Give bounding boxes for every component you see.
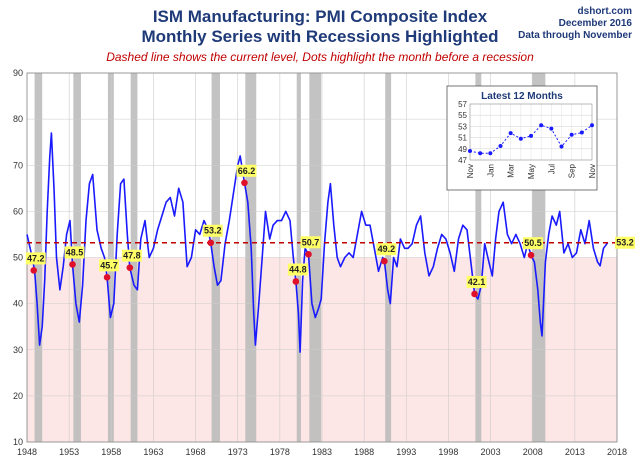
x-tick-label: 1983 [312, 447, 332, 457]
inset-x-tick-label: Mar [507, 164, 516, 178]
y-tick-label: 50 [13, 253, 23, 263]
x-tick-label: 2013 [565, 447, 585, 457]
inset-point [488, 151, 493, 156]
recession-label: 49.2 [378, 244, 396, 254]
x-tick-label: 1988 [354, 447, 374, 457]
recession-label-bg [466, 275, 487, 288]
recession-label-bg [287, 263, 308, 276]
recession-label-bg [376, 243, 397, 256]
recession-label: 50.5 [524, 238, 542, 248]
data-note-label: Data through November [518, 30, 632, 41]
inset-y-tick-label: 47 [458, 156, 467, 165]
inset-y-tick-label: 53 [458, 122, 467, 131]
recession-label-bg [121, 249, 142, 262]
x-tick-label: 1948 [17, 447, 37, 457]
inset-x-tick-label: Jul [547, 164, 556, 174]
inset-point [508, 131, 513, 136]
recession-dot [527, 251, 535, 259]
y-tick-label: 90 [13, 68, 23, 78]
x-tick-label: 1993 [396, 447, 416, 457]
recession-label: 45.7 [100, 260, 118, 270]
x-tick-label: 1953 [59, 447, 79, 457]
inset-y-tick-label: 57 [458, 100, 467, 109]
recession-dot [30, 267, 38, 274]
inset-point [559, 144, 564, 149]
recession-label: 48.5 [66, 247, 84, 257]
recession-label-bg [523, 237, 544, 250]
inset-point [539, 123, 544, 128]
chart-title-line2: Monthly Series with Recessions Highlight… [141, 27, 499, 46]
inset-point [478, 151, 483, 156]
date-label: December 2016 [558, 18, 632, 29]
y-tick-label: 10 [13, 437, 23, 447]
inset-y-tick-label: 51 [458, 134, 467, 143]
recession-label: 44.8 [289, 264, 307, 274]
inset-point [529, 133, 533, 138]
y-tick-label: 80 [13, 114, 23, 124]
inset-x-tick-label: Jan [486, 164, 495, 177]
inset-point [590, 123, 594, 128]
recession-dot [69, 261, 76, 268]
inset-point [549, 126, 554, 131]
recession-dot [381, 257, 388, 265]
recession-dot [103, 274, 111, 281]
y-tick-label: 70 [13, 160, 23, 170]
y-tick-label: 20 [13, 391, 23, 401]
inset-plot-frame [469, 103, 593, 161]
x-tick-label: 2018 [607, 447, 627, 457]
recession-label: 42.1 [468, 277, 486, 287]
recession-label: 66.2 [238, 166, 256, 176]
pmi-series-line [26, 132, 609, 353]
recession-dot [305, 250, 312, 258]
chart-title-line1: ISM Manufacturing: PMI Composite Index [152, 7, 488, 26]
inset-y-tick-label: 55 [458, 111, 467, 120]
inset-title: Latest 12 Months [481, 91, 563, 102]
x-tick-label: 1963 [143, 447, 163, 457]
recession-label-bg [64, 246, 85, 259]
recession-label-bg [300, 236, 321, 249]
recession-label: 53.2 [204, 226, 222, 236]
recession-label: 47.2 [27, 253, 45, 263]
recession-dot [241, 179, 248, 187]
x-tick-label: 1958 [101, 447, 121, 457]
current-level-label-bg [615, 236, 635, 249]
recession-dot [126, 264, 134, 271]
recession-label-bg [202, 224, 223, 237]
recession-label-bg [236, 164, 257, 177]
inset-point [579, 130, 584, 135]
inset-x-tick-label: Sep [568, 163, 577, 178]
source-label: dshort.com [577, 6, 632, 17]
recession-dot [207, 239, 215, 247]
x-tick-label: 2003 [481, 447, 501, 457]
inset-point [518, 136, 523, 141]
inset-x-tick-label: Nov [588, 164, 597, 178]
recession-label-bg [25, 252, 46, 265]
x-tick-label: 1998 [438, 447, 458, 457]
recession-dot [292, 278, 300, 285]
recession-dot [471, 290, 478, 298]
inset-x-tick-label: May [527, 164, 536, 179]
inset-x-tick-label: Nov [466, 164, 475, 178]
recession-label: 50.7 [302, 237, 320, 247]
chart-subtitle: Dashed line shows the current level, Dot… [106, 50, 534, 64]
inset-point [468, 149, 472, 154]
y-tick-label: 60 [13, 206, 23, 216]
inset-point [498, 144, 503, 148]
x-tick-label: 1973 [228, 447, 248, 457]
x-tick-label: 1978 [270, 447, 290, 457]
recession-label: 47.8 [123, 251, 141, 261]
recession-label-bg [99, 259, 120, 272]
y-tick-label: 40 [13, 299, 23, 309]
y-tick-label: 30 [13, 345, 23, 355]
inset-y-tick-label: 49 [458, 145, 467, 154]
inset-point [569, 132, 574, 137]
x-tick-label: 2008 [523, 447, 543, 457]
x-tick-label: 1968 [186, 447, 206, 457]
current-level-label: 53.2 [616, 238, 634, 248]
